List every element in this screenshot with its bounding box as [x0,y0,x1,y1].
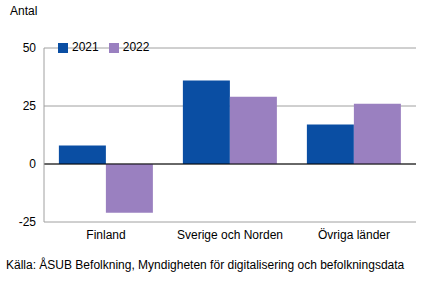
svg-text:-25: -25 [19,215,37,229]
svg-text:Sverige och Norden: Sverige och Norden [177,228,283,242]
svg-text:50: 50 [23,41,37,55]
svg-text:25: 25 [23,99,37,113]
svg-text:Finland: Finland [86,228,125,242]
svg-text:Övriga länder: Övriga länder [318,228,390,242]
html-text:Antal: Antal [10,4,38,18]
html-text:2022: 2022 [122,40,150,54]
svg-text:0: 0 [29,157,36,171]
html-text:2021: 2021 [72,40,99,54]
html-text:Källa: ÅSUB Befolkning, Myndig: Källa: ÅSUB Befolkning, Myndigheten för … [6,258,405,272]
